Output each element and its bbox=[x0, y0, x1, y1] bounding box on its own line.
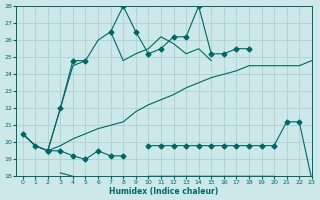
X-axis label: Humidex (Indice chaleur): Humidex (Indice chaleur) bbox=[109, 187, 219, 196]
